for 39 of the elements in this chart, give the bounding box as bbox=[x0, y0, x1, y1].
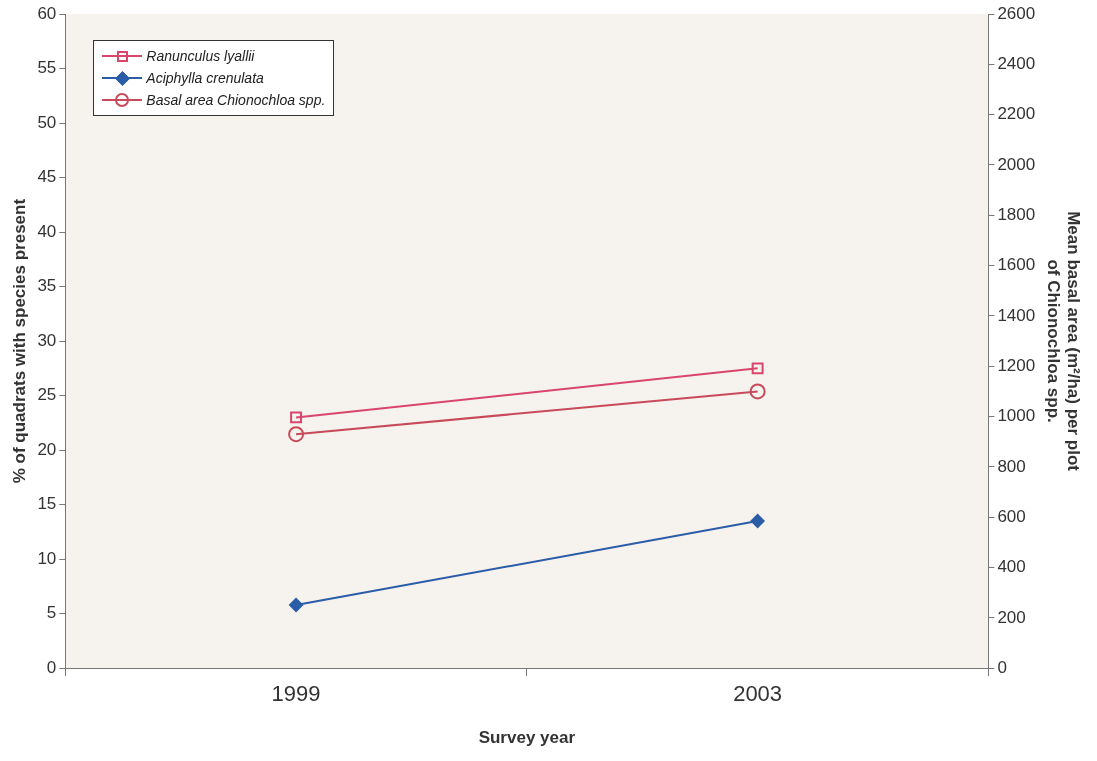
y2-tick-label: 1200 bbox=[997, 355, 1036, 375]
y-tick-label: 50 bbox=[37, 112, 57, 132]
y2-axis-title: Mean basal area (m²/ha) per plot of Chionochloa spp. bbox=[1043, 211, 1084, 472]
legend-label: Aciphylla crenulata bbox=[146, 70, 264, 86]
y2-tick-label: 1400 bbox=[997, 305, 1036, 325]
x-axis-title: Survey year bbox=[478, 728, 576, 748]
y2-tick-label: 400 bbox=[997, 557, 1026, 577]
y-tick-label: 10 bbox=[37, 548, 57, 568]
point bbox=[290, 411, 303, 424]
legend-label: Ranunculus lyallii bbox=[146, 48, 255, 64]
legend-label: Basal area Chionochloa spp. bbox=[146, 92, 326, 108]
y2-tick-label: 200 bbox=[997, 607, 1026, 627]
y-tick-label: 55 bbox=[37, 58, 57, 78]
point bbox=[750, 514, 765, 529]
y2-tick-label: 1600 bbox=[997, 255, 1036, 275]
y2-tick-label: 2200 bbox=[997, 104, 1036, 124]
y-tick-label: 35 bbox=[37, 276, 57, 296]
y-tick-label: 15 bbox=[37, 494, 57, 514]
y2-tick-label: 800 bbox=[997, 456, 1026, 476]
y2-tick-label: 2400 bbox=[997, 54, 1036, 74]
y2-tick-label: 2000 bbox=[997, 154, 1036, 174]
point bbox=[289, 597, 304, 612]
y2-tick-label: 0 bbox=[997, 657, 1007, 677]
x-tick-label: 2003 bbox=[733, 681, 783, 707]
y-axis-title: % of quadrats with species present bbox=[9, 198, 29, 484]
y-tick-label: 40 bbox=[37, 221, 57, 241]
y-tick-label: 5 bbox=[46, 603, 57, 623]
y2-tick-label: 2600 bbox=[997, 3, 1036, 23]
y2-tick-label: 1000 bbox=[997, 406, 1036, 426]
y-tick-label: 30 bbox=[37, 330, 57, 350]
y-tick-label: 45 bbox=[37, 167, 57, 187]
y-tick-label: 20 bbox=[37, 439, 57, 459]
point bbox=[751, 362, 764, 375]
y2-tick-label: 600 bbox=[997, 506, 1026, 526]
y-tick-label: 60 bbox=[37, 3, 57, 23]
x-tick-label: 1999 bbox=[271, 681, 321, 707]
y2-tick-label: 1800 bbox=[997, 204, 1036, 224]
y-tick-label: 25 bbox=[37, 385, 57, 405]
y-tick-label: 0 bbox=[46, 657, 57, 677]
